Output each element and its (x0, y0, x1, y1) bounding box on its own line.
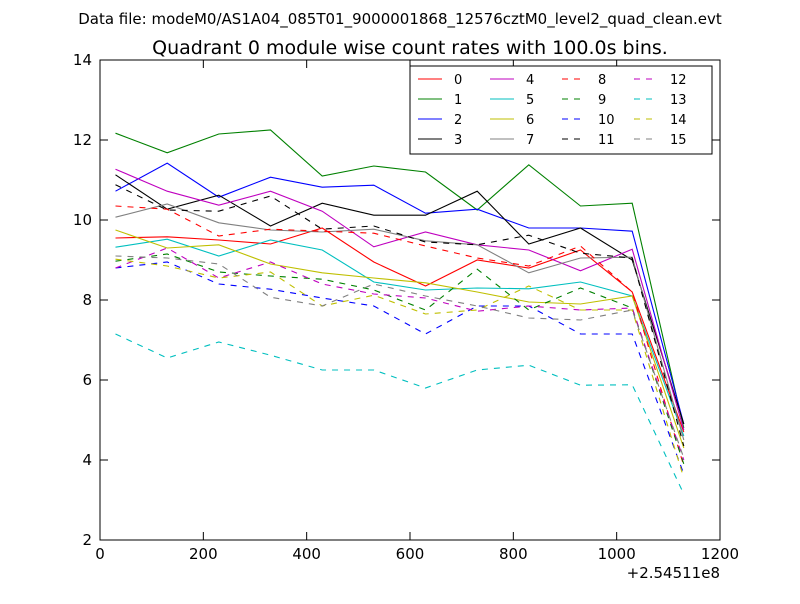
x-tick-label: 600 (396, 545, 425, 563)
series-line-10 (115, 261, 685, 475)
x-tick-label: 1000 (598, 545, 636, 563)
legend-label-0: 0 (454, 73, 462, 88)
legend-label-7: 7 (526, 133, 534, 148)
legend-label-5: 5 (526, 93, 534, 108)
series-line-3 (115, 174, 685, 425)
series-line-12 (115, 247, 685, 461)
legend-label-15: 15 (670, 133, 687, 148)
legend-label-6: 6 (526, 113, 534, 128)
legend-label-13: 13 (670, 93, 687, 108)
y-tick-label: 8 (82, 291, 92, 309)
legend-label-2: 2 (454, 113, 462, 128)
legend-label-12: 12 (670, 73, 687, 88)
series-line-13 (115, 333, 685, 495)
x-tick-label: 0 (95, 545, 105, 563)
y-tick-label: 4 (82, 451, 92, 469)
series-line-14 (115, 258, 685, 479)
legend-label-11: 11 (598, 133, 615, 148)
legend-label-4: 4 (526, 73, 534, 88)
y-tick-label: 10 (73, 211, 92, 229)
y-tick-label: 14 (73, 51, 92, 69)
series-line-5 (115, 238, 685, 437)
x-tick-label: 800 (499, 545, 528, 563)
series-line-6 (115, 229, 685, 449)
series-line-2 (115, 162, 685, 425)
y-tick-label: 6 (82, 371, 92, 389)
legend-label-3: 3 (454, 133, 462, 148)
legend-box (409, 65, 713, 155)
series-line-7 (115, 203, 685, 441)
series-line-0 (115, 227, 685, 433)
series-line-9 (115, 253, 685, 465)
legend-label-10: 10 (598, 113, 615, 128)
plot-area (115, 129, 685, 495)
x-tick-label: 400 (292, 545, 321, 563)
chart-suptitle: Data file: modeM0/AS1A04_085T01_90000018… (78, 10, 722, 29)
x-tick-label: 200 (189, 545, 218, 563)
series-line-1 (115, 129, 685, 429)
x-tick-label: 1200 (701, 545, 739, 563)
legend-label-9: 9 (598, 93, 606, 108)
series-line-8 (115, 205, 685, 467)
y-tick-label: 12 (73, 131, 92, 149)
series-line-15 (115, 255, 685, 459)
legend-label-1: 1 (454, 93, 462, 108)
x-offset-label: +2.54511e8 (627, 564, 720, 582)
legend-label-8: 8 (598, 73, 606, 88)
chart-title: Quadrant 0 module wise count rates with … (152, 37, 668, 59)
legend-label-14: 14 (670, 113, 687, 128)
y-tick-label: 2 (82, 531, 92, 549)
series-line-11 (115, 184, 685, 447)
